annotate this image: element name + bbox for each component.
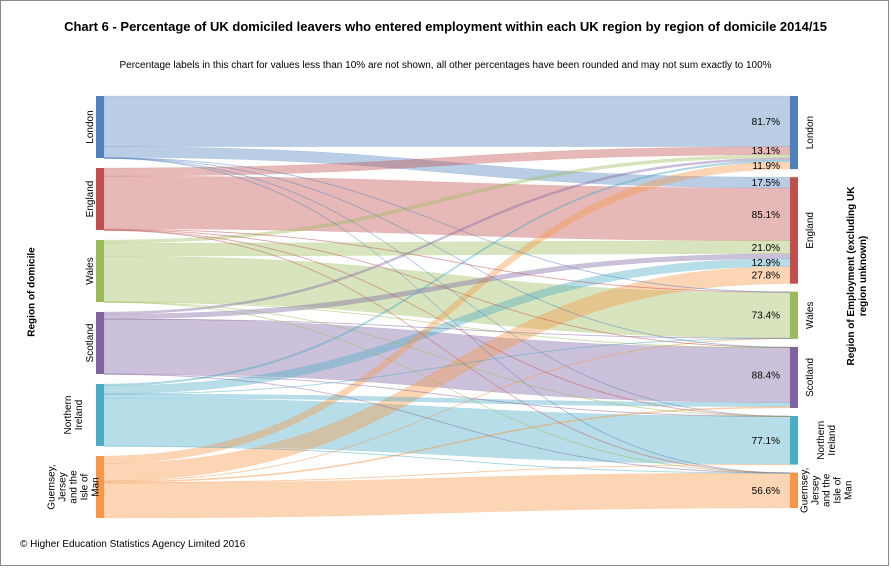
right-node-gjim bbox=[790, 472, 798, 508]
pct-label-wales-to-wales: 73.4% bbox=[752, 311, 780, 322]
left-label-ni: NorthernIreland bbox=[63, 396, 85, 435]
pct-label-gjim-to-gjim: 56.6% bbox=[752, 486, 780, 497]
right-axis-label: Region of Employment (excluding UK regio… bbox=[846, 186, 869, 366]
pct-label-gjim-to-england: 27.8% bbox=[752, 271, 780, 282]
pct-label-england-to-england: 85.1% bbox=[752, 210, 780, 221]
right-node-wales bbox=[790, 291, 798, 339]
pct-label-london-to-london: 81.7% bbox=[752, 117, 780, 128]
left-node-england bbox=[96, 168, 104, 230]
left-label-england: England bbox=[85, 181, 96, 218]
left-node-ni bbox=[96, 384, 104, 446]
pct-label-london-to-england: 17.5% bbox=[752, 178, 780, 189]
left-node-gjim bbox=[96, 456, 104, 518]
right-node-ni bbox=[790, 415, 798, 465]
flow-links bbox=[103, 95, 791, 519]
pct-label-wales-to-england: 21.0% bbox=[752, 243, 780, 254]
left-node-scotland bbox=[96, 312, 104, 374]
pct-label-scotland-to-scotland: 88.4% bbox=[752, 371, 780, 382]
flow-wales-to-england bbox=[103, 240, 791, 257]
pct-label-ni-to-england: 12.9% bbox=[752, 258, 780, 269]
right-node-england bbox=[790, 177, 798, 284]
pct-label-ni-to-ni: 77.1% bbox=[752, 436, 780, 447]
chart-title: Chart 6 - Percentage of UK domiciled lea… bbox=[64, 19, 827, 34]
left-axis-label: Region of domicile bbox=[26, 247, 38, 337]
flow-ni-to-ni bbox=[103, 397, 791, 465]
right-label-ni: NorthernIreland bbox=[816, 421, 838, 460]
left-label-scotland: Scotland bbox=[85, 324, 96, 363]
right-label-scotland: Scotland bbox=[805, 358, 816, 397]
right-label-gjim: Guernsey,Jerseyand theIsle ofMan bbox=[800, 468, 855, 513]
right-node-scotland bbox=[790, 346, 798, 408]
left-label-london: London bbox=[85, 110, 96, 143]
flow-gjim-to-wales bbox=[103, 338, 791, 482]
left-label-wales: Wales bbox=[85, 257, 96, 284]
left-label-gjim: Guernsey,Jerseyand theIsle ofMan bbox=[47, 464, 102, 509]
flow-gjim-to-ni bbox=[103, 463, 791, 484]
left-node-london bbox=[96, 96, 104, 158]
right-label-england: England bbox=[805, 212, 816, 249]
flow-london-to-london bbox=[103, 95, 791, 147]
right-label-london: London bbox=[805, 116, 816, 149]
left-node-wales bbox=[96, 240, 104, 302]
right-label-wales: Wales bbox=[805, 302, 816, 329]
right-node-london bbox=[790, 96, 798, 170]
chart-subtitle: Percentage labels in this chart for valu… bbox=[119, 60, 772, 71]
copyright-text: © Higher Education Statistics Agency Lim… bbox=[20, 539, 246, 550]
pct-label-gjim-to-london: 11.9% bbox=[752, 161, 780, 172]
pct-label-england-to-london: 13.1% bbox=[752, 146, 780, 157]
